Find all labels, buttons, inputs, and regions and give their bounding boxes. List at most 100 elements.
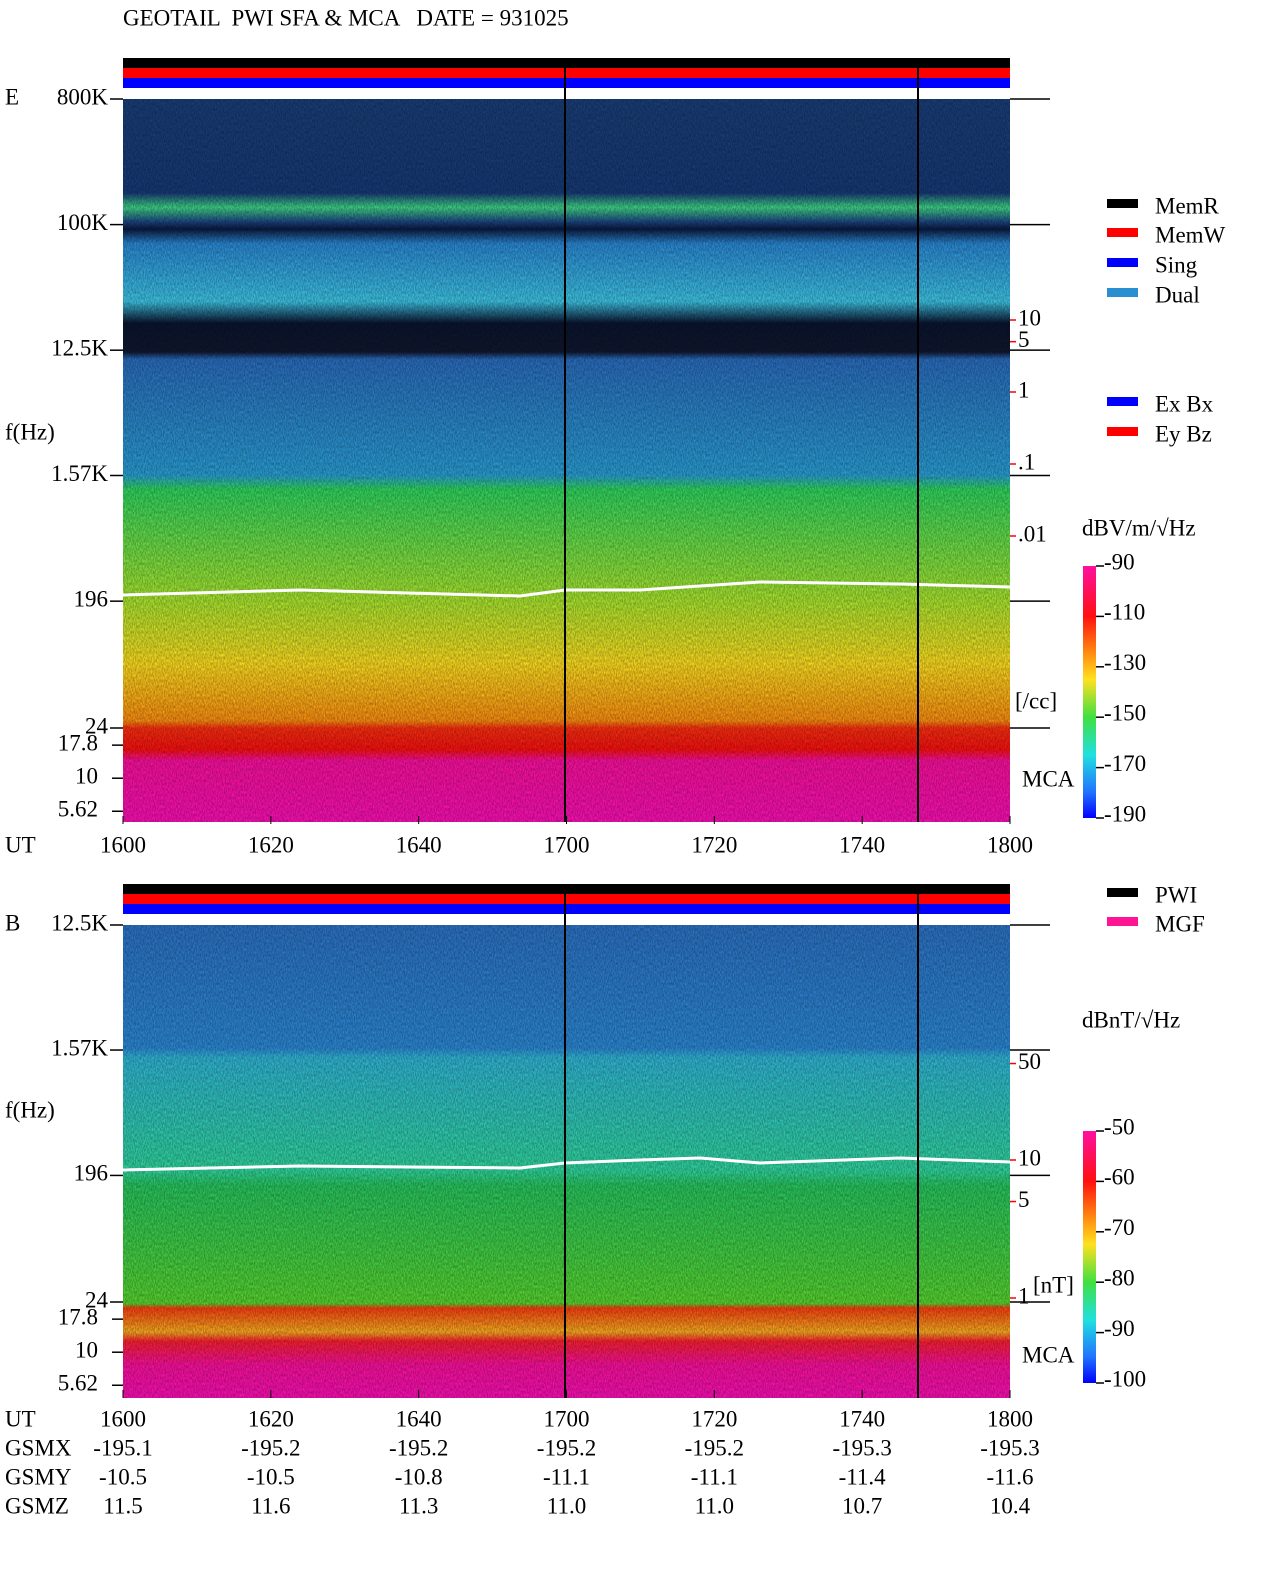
orbit-label: GSMX [5,1435,72,1460]
x-tick-label: 1720 [691,832,737,857]
y-tick-label: 196 [74,586,109,611]
density-unit: [nT] [1033,1272,1074,1297]
colorbar-tick-label: -100 [1104,1366,1146,1391]
orbit-label: GSMZ [5,1493,69,1518]
orbit-value: -10.8 [395,1464,443,1489]
x-axis-label: UT [5,1406,36,1431]
y-axis-label: f(Hz) [5,419,55,444]
y-tick-label: 196 [74,1161,109,1186]
legend-swatch [1107,258,1138,267]
y-axis-label: f(Hz) [5,1097,55,1122]
orbit-value: -195.3 [980,1435,1039,1460]
mca-tick-label: 17.8 [58,1304,98,1329]
x-tick-label: 1640 [396,1406,442,1431]
y-tick-label: 24 [85,713,109,738]
density-tick-label: 5 [1018,1187,1030,1212]
legend-label: MemW [1155,222,1226,247]
colorbar-tick-label: -110 [1104,600,1145,625]
orbit-value: -195.2 [685,1435,744,1460]
x-tick-label: 1620 [248,1406,294,1431]
colorbar-tick-label: -50 [1104,1114,1135,1139]
mca-tick-label: 5.62 [58,1371,98,1396]
colorbar-tick-label: -150 [1104,700,1146,725]
colorbar-tick-label: -90 [1104,549,1135,574]
orbit-value: -195.1 [93,1435,152,1460]
density-tick-label: 50 [1018,1049,1041,1074]
colorbar-tick-label: -190 [1104,801,1146,826]
legend-swatch [1107,288,1138,297]
density-tick-label: 1 [1018,377,1030,402]
orbit-value: -10.5 [99,1464,147,1489]
y-tick-label: 800K [57,84,109,109]
legend-label: PWI [1155,882,1197,907]
orbit-value: -195.3 [832,1435,891,1460]
y-tick-label: 12.5K [51,335,108,360]
colorbar-unit: dBV/m/√Hz [1082,515,1196,540]
legend-label: Sing [1155,252,1198,277]
orbit-value: -10.5 [247,1464,295,1489]
orbit-value: -11.1 [691,1464,738,1489]
colorbar-tick-label: -130 [1104,650,1146,675]
orbit-value: 11.0 [547,1493,586,1518]
colorbar [1083,1131,1096,1383]
orbit-value: 10.7 [842,1493,882,1518]
x-tick-label: 1620 [248,832,294,857]
orbit-value: -195.2 [241,1435,300,1460]
x-tick-label: 1740 [839,832,885,857]
orbit-value: 11.5 [103,1493,142,1518]
density-tick-label: 10 [1018,305,1041,330]
y-tick-label: 1.57K [51,461,108,486]
plasma-line [122,580,1011,598]
orbit-value: 11.0 [695,1493,734,1518]
panel-label: B [5,910,20,935]
status-bar [123,58,1010,88]
chart-title: GEOTAIL PWI SFA & MCA DATE = 931025 [123,5,569,30]
colorbar-unit: dBnT/√Hz [1082,1007,1180,1032]
x-tick-label: 1800 [987,1406,1033,1431]
x-tick-label: 1600 [100,832,146,857]
mca-tick-label: 17.8 [58,730,98,755]
orbit-label: GSMY [5,1464,72,1489]
x-tick-label: 1640 [396,832,442,857]
orbit-value: 11.6 [251,1493,290,1518]
mca-label: MCA [1022,766,1075,791]
y-tick-label: 24 [85,1287,109,1312]
colorbar [1083,566,1096,818]
orbit-value: -195.2 [537,1435,596,1460]
density-tick-label: .1 [1018,449,1035,474]
spectrogram-texture [123,99,1010,822]
orbit-value: -11.4 [839,1464,887,1489]
orbit-value: 11.3 [399,1493,438,1518]
orbit-value: -195.2 [389,1435,448,1460]
x-axis-label: UT [5,832,36,857]
y-tick-label: 12.5K [51,910,108,935]
colorbar-tick-label: -70 [1104,1215,1135,1240]
legend-label: Dual [1155,282,1200,307]
colorbar-tick-label: -60 [1104,1165,1135,1190]
legend-swatch [1107,228,1138,237]
legend-swatch [1107,427,1138,436]
y-tick-label: 1.57K [51,1035,108,1060]
status-bar [123,884,1010,914]
legend-label: Ex Bx [1155,391,1214,416]
legend-swatch [1107,888,1138,897]
x-tick-label: 1740 [839,1406,885,1431]
x-tick-label: 1720 [691,1406,737,1431]
mca-tick-label: 10 [75,1337,98,1362]
legend-label: Ey Bz [1155,421,1212,446]
panel-label: E [5,84,19,109]
mca-label: MCA [1022,1342,1075,1367]
density-unit: [/cc] [1015,688,1057,713]
orbit-value: -11.1 [543,1464,590,1489]
y-tick-label: 100K [57,210,109,235]
orbit-value: -11.6 [986,1464,1033,1489]
mca-tick-label: 5.62 [58,797,98,822]
density-tick-label: .01 [1018,521,1047,546]
legend-swatch [1107,917,1138,926]
density-tick-label: 5 [1018,327,1030,352]
colorbar-tick-label: -90 [1104,1316,1135,1341]
colorbar-tick-label: -80 [1104,1265,1135,1290]
density-tick-label: 10 [1018,1145,1041,1170]
x-tick-label: 1700 [544,1406,590,1431]
